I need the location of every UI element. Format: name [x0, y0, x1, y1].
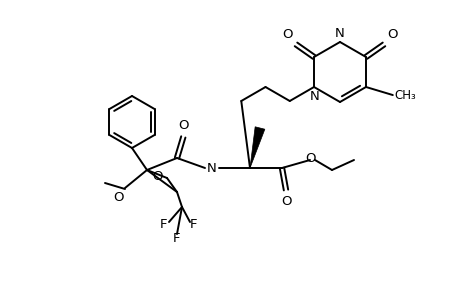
- Text: F: F: [160, 218, 168, 232]
- Text: O: O: [178, 119, 188, 132]
- Polygon shape: [249, 127, 264, 168]
- Text: O: O: [113, 191, 124, 204]
- Text: N: N: [207, 161, 216, 175]
- Text: F: F: [190, 218, 197, 232]
- Text: O: O: [281, 195, 291, 208]
- Text: N: N: [309, 90, 319, 103]
- Text: O: O: [386, 28, 397, 41]
- Text: O: O: [152, 170, 162, 184]
- Text: CH₃: CH₃: [394, 88, 416, 101]
- Text: N: N: [335, 27, 344, 40]
- Text: O: O: [305, 152, 316, 166]
- Text: F: F: [173, 232, 180, 245]
- Text: O: O: [282, 28, 292, 41]
